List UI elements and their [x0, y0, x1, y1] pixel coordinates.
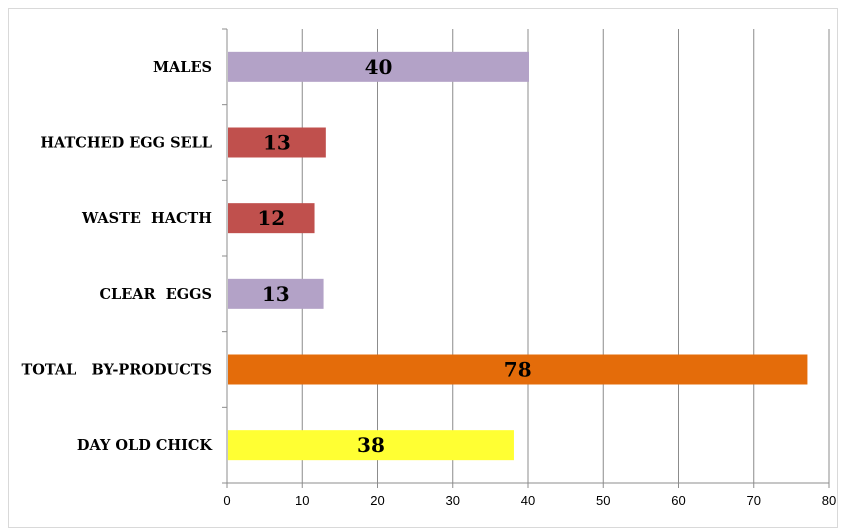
- bar-day-old-chick: [228, 430, 514, 461]
- bars: 40 13 12 13 78 38: [228, 51, 808, 461]
- data-label-total-by-products: 78: [504, 358, 532, 382]
- x-tick-label-40: 40: [521, 493, 535, 508]
- category-label-hatched-egg-sell: HATCHED EGG SELL: [40, 135, 212, 152]
- x-tick-labels: 0 10 20 30 40 50 60 70 80: [223, 493, 836, 508]
- data-label-hatched-egg-sell: 13: [263, 131, 291, 155]
- data-label-clear-eggs: 13: [262, 282, 290, 306]
- x-tick-label-30: 30: [446, 493, 460, 508]
- bar-clear-eggs: [228, 278, 324, 309]
- x-tick-label-80: 80: [822, 493, 836, 508]
- data-label-males: 40: [365, 55, 393, 79]
- category-label-total-by-products: TOTAL BY-PRODUCTS: [21, 362, 212, 379]
- data-label-day-old-chick: 38: [357, 433, 385, 457]
- bar-males: [228, 51, 529, 82]
- category-label-males: MALES: [153, 59, 212, 76]
- category-label-waste-hacth: WASTE HACTH: [81, 210, 212, 227]
- x-tick-label-0: 0: [223, 493, 230, 508]
- category-labels: MALES HATCHED EGG SELL WASTE HACTH CLEAR EG…: [21, 59, 213, 454]
- x-tick-label-10: 10: [295, 493, 309, 508]
- category-label-clear-eggs: CLEAR EGGS: [100, 286, 212, 303]
- bar-hatched-egg-sell: [228, 127, 326, 158]
- bar-waste-hacth: [228, 203, 315, 234]
- data-label-waste-hacth: 12: [257, 206, 285, 230]
- x-tick-label-60: 60: [671, 493, 685, 508]
- x-tick-label-20: 20: [370, 493, 384, 508]
- category-label-day-old-chick: DAY OLD CHICK: [77, 437, 214, 454]
- axes: [222, 28, 830, 488]
- grid-lines: [301, 29, 830, 483]
- bar-total-by-products: [228, 354, 808, 385]
- x-tick-label-70: 70: [747, 493, 761, 508]
- x-tick-label-50: 50: [596, 493, 610, 508]
